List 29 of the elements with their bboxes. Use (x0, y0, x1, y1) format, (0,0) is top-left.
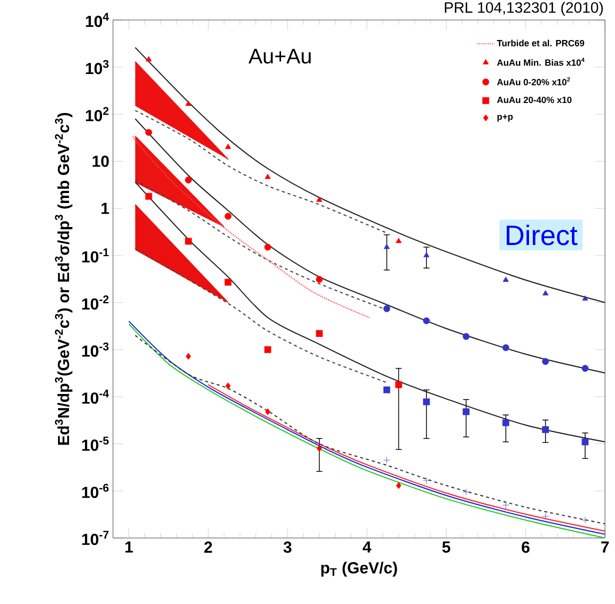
legend-label: AuAu 20-40% x10 (497, 96, 572, 104)
x-tick-label: 1 (125, 542, 133, 553)
y-tick-label: 10$^{-5}$ (82, 436, 109, 451)
annotation: Direct (506, 224, 578, 246)
chart-title: PRL 104,132301 (2010) (444, 2, 603, 16)
legend-label: Turbide et al. PRC69 (496, 40, 584, 46)
legend-label: AuAu Min. Bias x10$^{4}$ (497, 58, 585, 66)
x-tick-label: 4 (362, 542, 372, 553)
y-tick-label: 10$^{-3}$ (82, 342, 109, 357)
x-tick-label: 3 (283, 542, 292, 553)
y-tick-label: 10$^{-1}$ (82, 248, 109, 263)
y-tick-label: 10 (92, 156, 109, 167)
y-tick-label: 1 (102, 202, 110, 214)
y-tick-label: 10$^{4}$ (86, 12, 109, 28)
x-tick-label: 2 (204, 542, 212, 553)
x-tick-label: 5 (442, 542, 450, 553)
x-tick-label: 6 (522, 542, 530, 553)
legend-label: p+p (497, 114, 513, 122)
y-tick-label: 10$^{2}$ (86, 107, 109, 122)
y-tick-label: 10$^{-4}$ (82, 390, 109, 404)
legend-label: AuAu 0-20% x10$^{2}$ (497, 77, 570, 86)
y-tick-label: 10$^{-6}$ (82, 484, 109, 498)
text: Ed$^{3}$N/dp$^{3}$(GeV$^{-2}$c$^{3}$) or Ed$^{3}$σ/dp$^{3}$ (mb GeV$^{-2}$c$^{3}$) (54, 113, 72, 445)
y-tick-label: 10$^{3}$ (86, 60, 109, 74)
y-tick-label: 10$^{-7}$ (82, 530, 108, 546)
y-tick-label: 10$^{-2}$ (82, 295, 109, 310)
x-tick-label: 7 (601, 542, 609, 553)
annotation: Au+Au (248, 48, 311, 64)
x-axis-title: p$_{T}$ (GeV/c) (321, 562, 397, 577)
